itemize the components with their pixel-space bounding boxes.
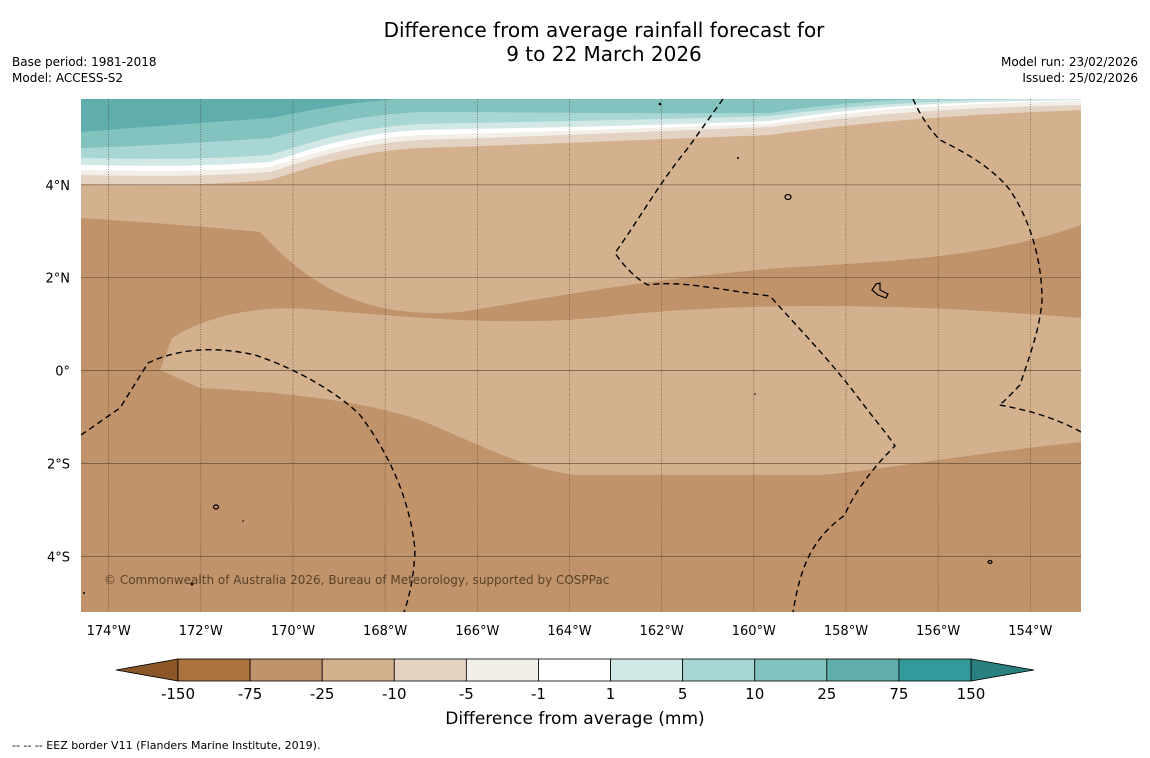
colorbar-segment — [393, 658, 467, 682]
colorbar-tick-label: 75 — [889, 685, 908, 700]
latitude-label: 4°S — [47, 550, 70, 565]
eez-border-central — [614, 99, 896, 612]
colorbar-tick-label: 1 — [606, 685, 616, 700]
longitude-label: 164°W — [547, 624, 591, 639]
eez-legend-text: -- -- -- EEZ border V11 (Flanders Marine… — [12, 739, 321, 752]
colorbar-tick-label: 25 — [817, 685, 836, 700]
map-area: © Commonwealth of Australia 2026, Bureau… — [81, 99, 1081, 612]
colorbar-segment — [249, 658, 323, 682]
colorbar-tick-label: 150 — [957, 685, 986, 700]
title-line-2: 9 to 22 March 2026 — [506, 42, 702, 66]
latitude-label: 4°N — [46, 179, 71, 194]
graticule — [81, 99, 1081, 612]
island — [871, 282, 889, 299]
island-dots — [83, 102, 756, 594]
colorbar-segment — [538, 658, 611, 682]
island — [784, 193, 792, 201]
longitude-label: 156°W — [916, 624, 960, 639]
colorbar-segment — [465, 658, 539, 682]
colorbar-tick-label: -1 — [531, 685, 546, 700]
colorbar-tick-label: 5 — [678, 685, 688, 700]
chart-title: Difference from average rainfall forecas… — [0, 18, 1150, 66]
base-period-text: Base period: 1981-2018 — [12, 55, 157, 69]
longitude-label: 162°W — [640, 624, 684, 639]
longitude-label: 154°W — [1008, 624, 1052, 639]
colorbar-segment — [321, 658, 395, 682]
metadata-right: Model run: 23/02/2026 Issued: 25/02/2026 — [1001, 54, 1138, 86]
issued-text: Issued: 25/02/2026 — [1022, 71, 1138, 85]
colorbar-segment — [754, 658, 828, 682]
eez-border-west — [81, 349, 416, 612]
colorbar-segment — [610, 658, 684, 682]
longitude-label: 158°W — [824, 624, 868, 639]
model-text: Model: ACCESS-S2 — [12, 71, 124, 85]
latitude-label: 0° — [55, 365, 70, 380]
colorbar-tick-label: -10 — [382, 685, 407, 700]
colorbar-segment — [177, 658, 251, 682]
title-line-1: Difference from average rainfall forecas… — [383, 18, 825, 42]
longitude-labels: 174°W 172°W 170°W 168°W 166°W 164°W 162°W 160°W… — [87, 624, 1053, 639]
latitude-labels: 4°N 2°N 0° 2°S 4°S — [46, 179, 71, 565]
eez-borders — [81, 99, 1081, 612]
rainfall-anomaly-map: © Commonwealth of Australia 2026, Bureau… — [46, 99, 1081, 700]
colorbar-tick-label: -5 — [459, 685, 474, 700]
colorbar-tick-label: 10 — [745, 685, 764, 700]
anomaly-band-moderate-equator — [160, 305, 1081, 475]
colorbar-segment — [898, 658, 972, 682]
copyright-text: © Commonwealth of Australia 2026, Bureau… — [104, 573, 609, 587]
island — [212, 504, 220, 510]
colorbar-segment — [826, 658, 900, 682]
island — [987, 559, 993, 565]
colorbar-tick-label: -75 — [238, 685, 263, 700]
longitude-label: 170°W — [271, 624, 315, 639]
model-run-text: Model run: 23/02/2026 — [1000, 55, 1138, 69]
colorbar-tick-label: -25 — [310, 685, 335, 700]
longitude-label: 166°W — [455, 624, 499, 639]
longitude-label: 168°W — [363, 624, 407, 639]
longitude-label: 174°W — [87, 624, 131, 639]
longitude-label: 160°W — [732, 624, 776, 639]
longitude-label: 172°W — [179, 624, 223, 639]
latitude-label: 2°S — [47, 457, 70, 472]
colorbar-segment — [682, 658, 756, 682]
colorbar-over-arrow — [970, 658, 1035, 682]
colorbar-tick-label: -150 — [161, 685, 195, 700]
latitude-label: 2°N — [46, 272, 71, 287]
eez-border-east — [912, 99, 1081, 433]
colorbar: -150 -75 -25 -10 -5 -1 1 5 10 25 75 150 — [115, 658, 1035, 700]
colorbar-under-arrow — [115, 658, 179, 682]
colorbar-title: Difference from average (mm) — [445, 709, 705, 729]
anomaly-band-extremely-wet — [81, 99, 400, 132]
islands — [212, 193, 993, 565]
metadata-left: Base period: 1981-2018 Model: ACCESS-S2 — [12, 54, 157, 86]
